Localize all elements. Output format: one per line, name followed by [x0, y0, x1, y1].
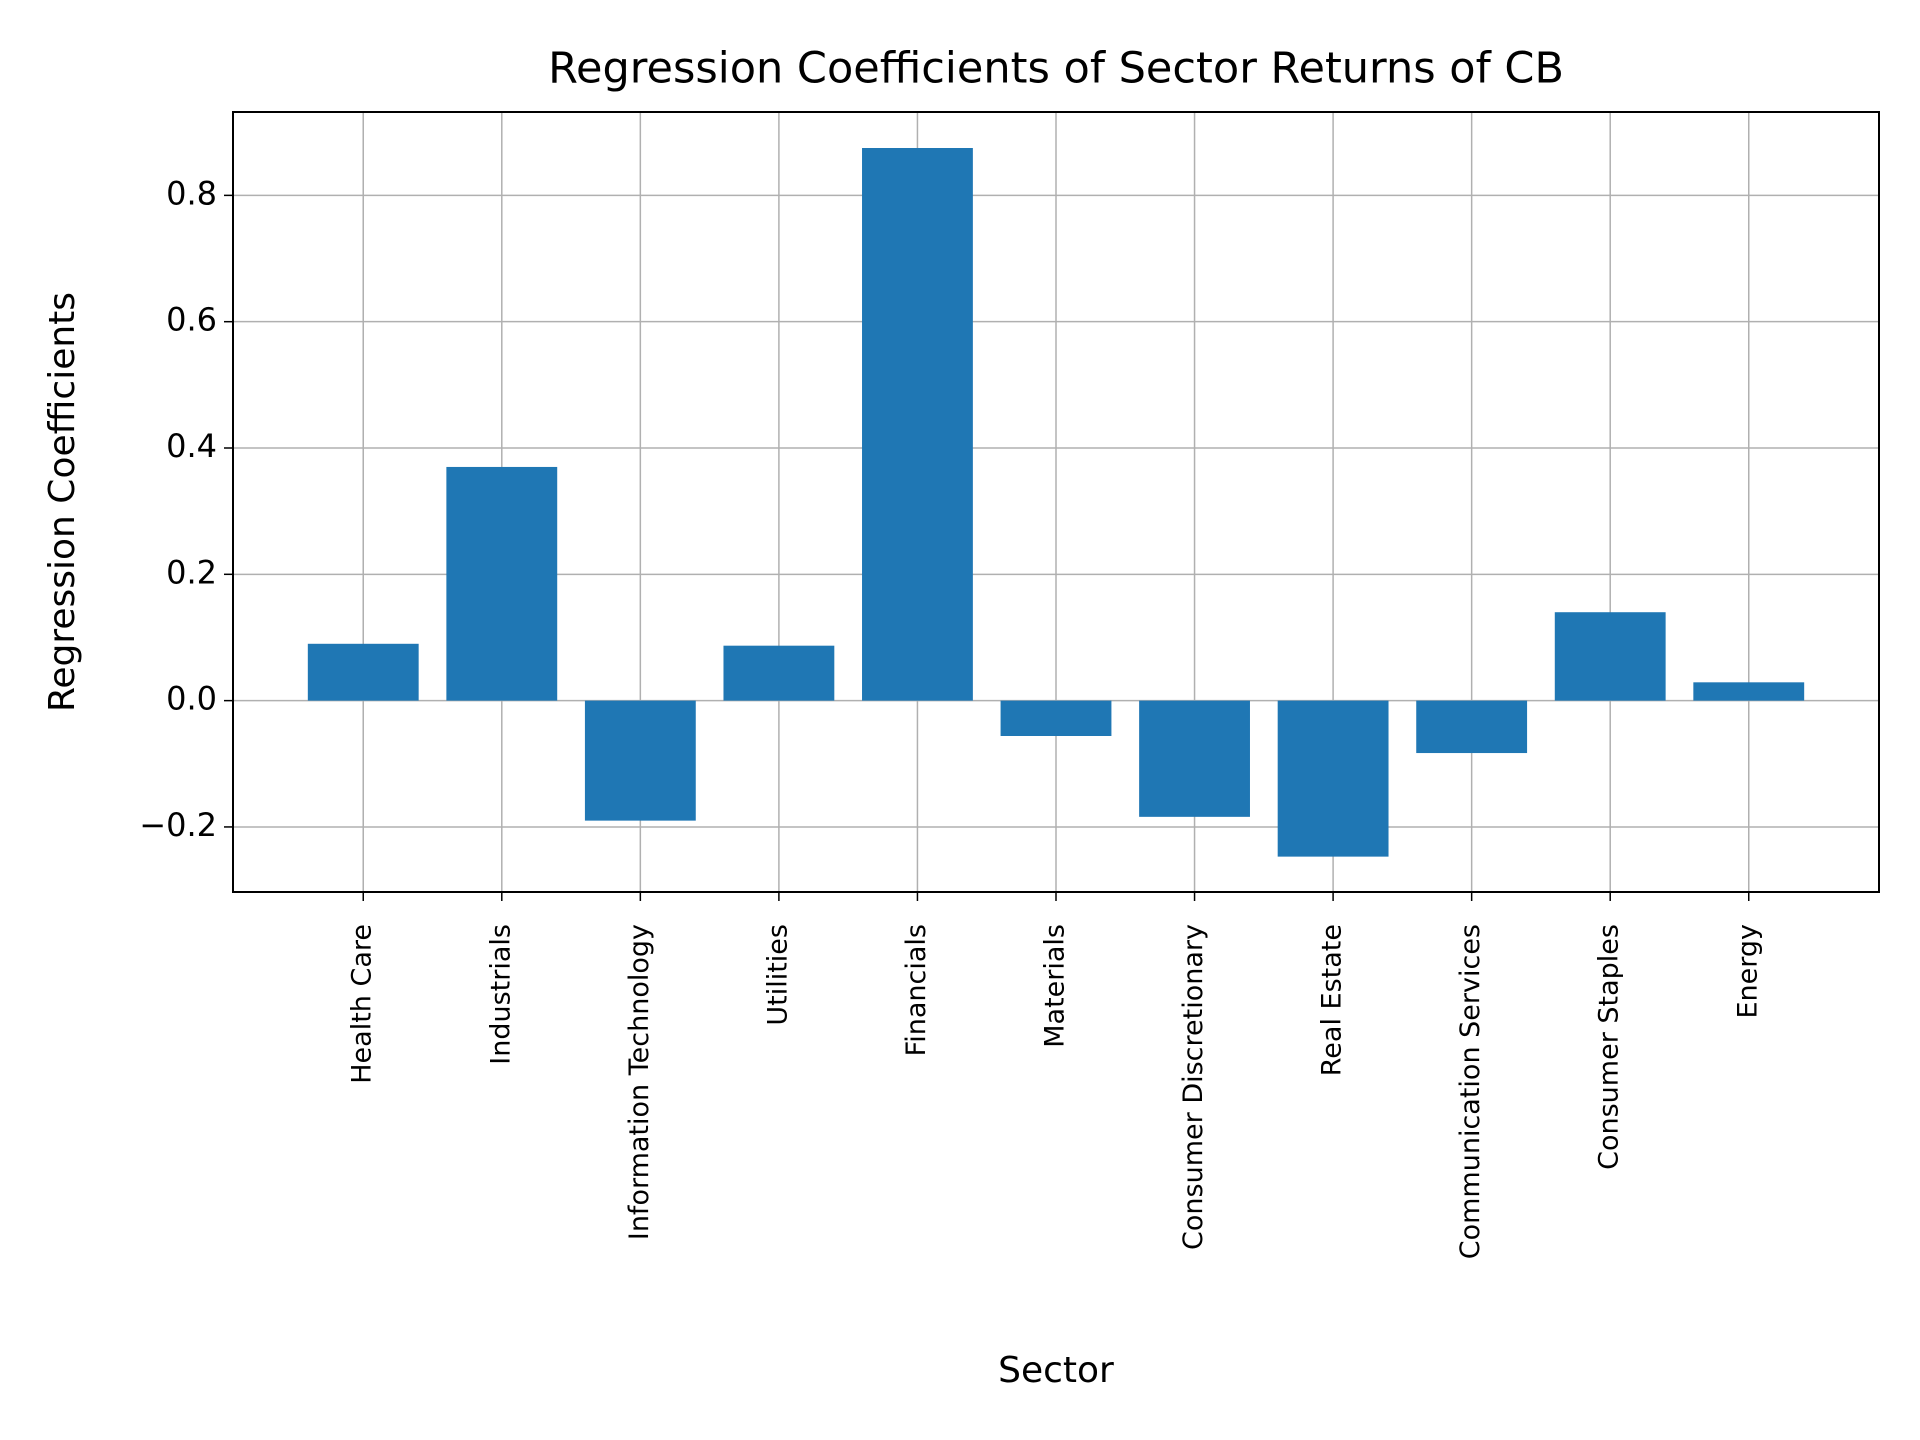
bar [446, 466, 558, 701]
bar [584, 700, 696, 821]
x-tick-label: Consumer Staples [1594, 924, 1625, 1170]
x-tick-label: Energy [1732, 924, 1763, 1019]
bar [723, 645, 835, 701]
bar [1000, 700, 1112, 736]
x-tick-label: Communication Services [1455, 924, 1486, 1259]
bar [1277, 700, 1389, 857]
bar [307, 643, 419, 701]
x-tick-label: Consumer Discretionary [1178, 924, 1209, 1250]
x-tick-label: Financials [901, 924, 932, 1056]
y-tick-label: 0.0 [166, 680, 217, 718]
x-tick-label: Information Technology [624, 924, 655, 1240]
bar [1416, 700, 1528, 754]
x-tick-label: Industrials [485, 924, 516, 1065]
x-tick-label: Real Estate [1317, 924, 1348, 1076]
y-tick-label: −0.2 [139, 806, 217, 844]
y-axis-label: Regression Coefficients [42, 292, 83, 712]
y-tick-label: 0.8 [166, 174, 217, 212]
bar [1693, 682, 1805, 701]
x-axis-label: Sector [998, 1350, 1114, 1391]
y-tick-label: 0.6 [166, 301, 217, 339]
bar [862, 148, 973, 701]
y-tick-label: 0.4 [166, 427, 217, 465]
y-tick-label: 0.2 [166, 553, 217, 591]
chart-title: Regression Coefficients of Sector Return… [548, 44, 1564, 94]
x-tick-label: Materials [1040, 924, 1071, 1048]
bar [1554, 612, 1666, 701]
bar [1139, 700, 1250, 817]
x-tick-label: Health Care [347, 924, 378, 1084]
plot-frame [232, 111, 1880, 893]
x-tick-label: Utilities [762, 924, 793, 1026]
